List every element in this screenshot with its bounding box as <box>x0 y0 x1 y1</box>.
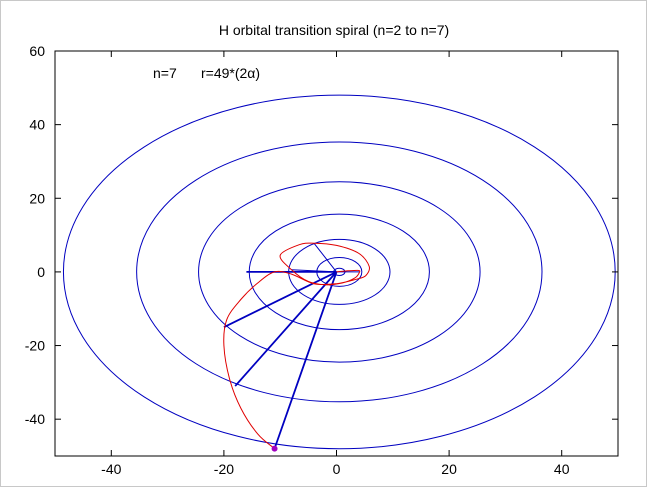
y-tick-label: 60 <box>29 43 45 59</box>
y-tick-label: 20 <box>29 190 45 206</box>
orbit-n6 <box>136 141 543 403</box>
y-tick-label: 0 <box>37 264 45 280</box>
plot-area <box>54 50 619 457</box>
x-tick-label: -20 <box>214 461 234 477</box>
x-tick-label: 40 <box>554 461 570 477</box>
chart-title: H orbital transition spiral (n=2 to n=7) <box>219 22 449 38</box>
x-tick-label: 20 <box>441 461 457 477</box>
radial-line-4 <box>273 271 338 449</box>
y-tick-label: -20 <box>25 338 45 354</box>
spoke-line-1 <box>313 242 337 273</box>
annotation-n: n=7 <box>153 65 177 81</box>
annotation-r: r=49*(2α) <box>201 65 260 81</box>
radial-line-2 <box>223 271 337 328</box>
radial-line-3 <box>234 271 338 387</box>
x-tick-label: 0 <box>333 461 341 477</box>
y-tick-label: 40 <box>29 117 45 133</box>
x-tick-label: -40 <box>101 461 121 477</box>
transition-spiral-path <box>223 242 370 449</box>
orbit-n5 <box>198 181 481 363</box>
y-tick-label: -40 <box>25 411 45 427</box>
electron-marker <box>271 445 278 452</box>
